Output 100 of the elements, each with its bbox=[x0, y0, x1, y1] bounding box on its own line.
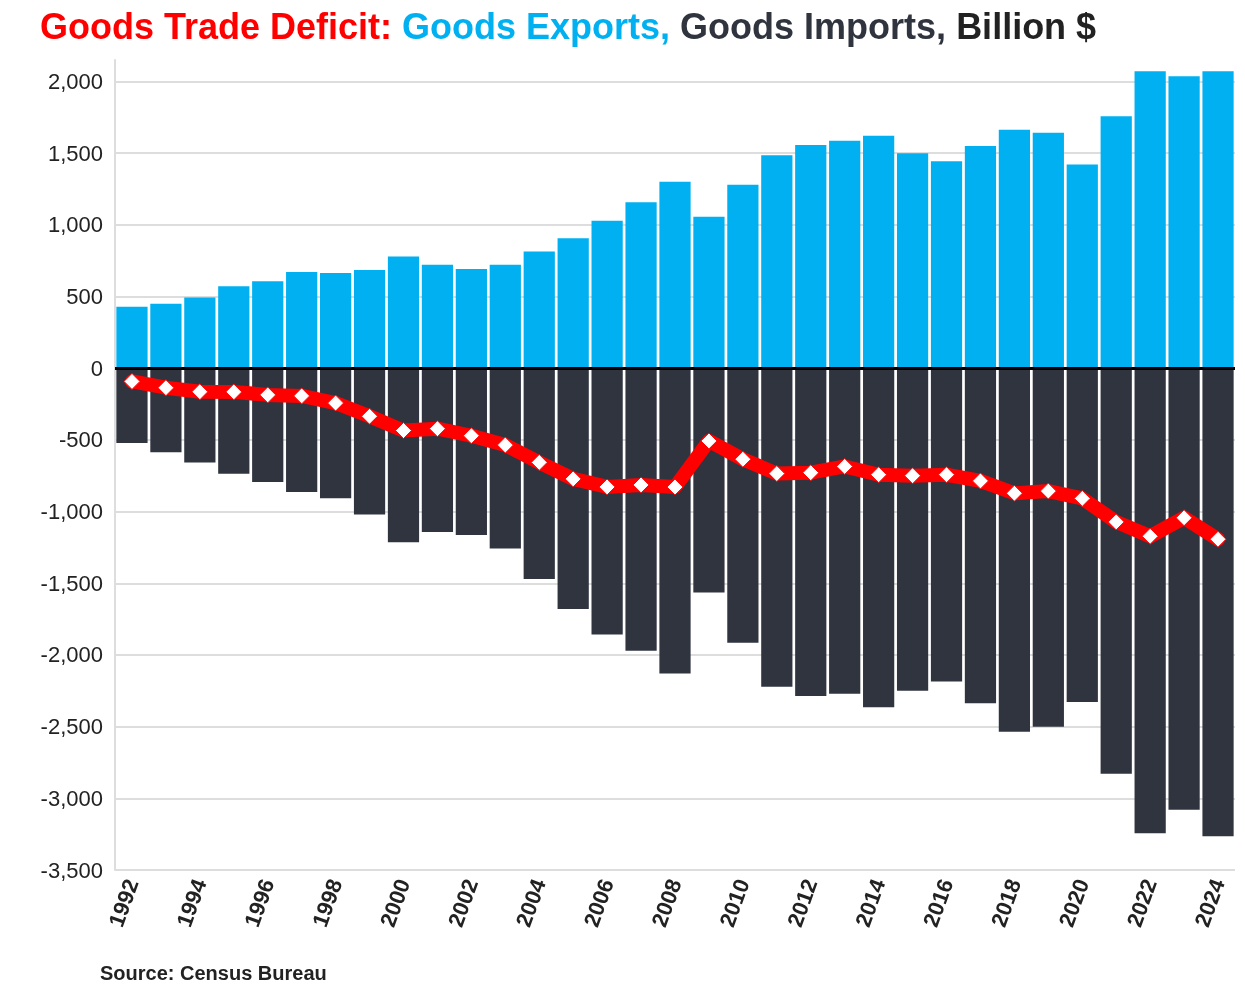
bar bbox=[829, 368, 861, 694]
bar bbox=[1032, 132, 1064, 369]
x-tick-label: 2006 bbox=[578, 875, 619, 931]
bar bbox=[761, 368, 793, 687]
bar bbox=[1168, 76, 1200, 369]
x-tick-label: 2008 bbox=[646, 875, 687, 931]
bar bbox=[353, 269, 386, 369]
bar bbox=[1100, 116, 1132, 369]
bar bbox=[693, 216, 725, 369]
source-note: Source: Census Bureau bbox=[100, 962, 327, 985]
bar bbox=[930, 368, 963, 682]
point bbox=[598, 478, 616, 496]
x-tick-label: 2018 bbox=[985, 875, 1027, 931]
point bbox=[123, 372, 141, 390]
bar bbox=[1066, 368, 1098, 703]
bar bbox=[1202, 71, 1234, 369]
bar bbox=[829, 140, 861, 369]
y-tick-label: 1,500 bbox=[47, 140, 103, 166]
bar bbox=[693, 368, 725, 593]
point bbox=[394, 422, 412, 440]
point bbox=[666, 478, 684, 496]
x-tick-label: 2010 bbox=[714, 875, 755, 931]
text: Goods Trade Deficit: bbox=[40, 6, 394, 47]
point bbox=[428, 420, 446, 438]
bar bbox=[863, 368, 895, 708]
bar bbox=[625, 202, 657, 369]
x-tick-label: 2020 bbox=[1053, 875, 1095, 931]
point bbox=[293, 387, 311, 405]
x-tick-label: 2024 bbox=[1189, 875, 1231, 931]
x-tick-label: 1996 bbox=[239, 875, 280, 931]
bar bbox=[421, 368, 454, 533]
bar bbox=[1134, 368, 1166, 834]
x-tick-label: 2016 bbox=[918, 875, 959, 931]
bar bbox=[964, 146, 997, 369]
point bbox=[734, 450, 752, 468]
bar bbox=[659, 181, 691, 369]
bar bbox=[523, 251, 555, 369]
y-tick-label: 0 bbox=[90, 355, 103, 381]
x-tick-label: 2004 bbox=[510, 875, 552, 931]
point bbox=[1073, 489, 1091, 507]
point bbox=[327, 394, 345, 412]
bar bbox=[218, 286, 250, 369]
x-tick-label: 1998 bbox=[307, 875, 348, 931]
y-tick-label: -1,500 bbox=[40, 570, 103, 596]
bar bbox=[896, 153, 929, 369]
point bbox=[530, 453, 548, 471]
bar bbox=[591, 220, 623, 369]
point bbox=[259, 386, 277, 404]
x-tick-label: 2000 bbox=[375, 875, 416, 931]
text: Goods Imports, bbox=[680, 6, 948, 47]
point bbox=[1107, 513, 1125, 531]
bar bbox=[387, 368, 420, 543]
bar bbox=[455, 268, 487, 369]
x-tick-label: 1994 bbox=[171, 875, 212, 931]
bar bbox=[557, 238, 589, 369]
bar bbox=[252, 281, 284, 369]
bar bbox=[1066, 164, 1098, 369]
bar bbox=[998, 129, 1031, 369]
point bbox=[1005, 484, 1023, 502]
bar bbox=[455, 368, 487, 536]
point bbox=[904, 467, 922, 485]
text: Goods Exports, bbox=[402, 6, 672, 47]
point bbox=[870, 466, 888, 484]
x-tick-label: 2012 bbox=[782, 875, 823, 931]
bar bbox=[727, 368, 759, 643]
y-tick-label: -1,000 bbox=[40, 499, 103, 525]
bar bbox=[523, 368, 555, 580]
point bbox=[225, 383, 243, 401]
bar bbox=[930, 161, 963, 369]
chart-title: Billion $ bbox=[956, 6, 1097, 47]
bar bbox=[489, 368, 521, 549]
point bbox=[1209, 530, 1227, 548]
bar bbox=[489, 264, 521, 369]
y-tick-label: 500 bbox=[66, 284, 103, 310]
bar bbox=[1100, 368, 1132, 774]
bar bbox=[1032, 368, 1064, 727]
point bbox=[496, 436, 514, 454]
point bbox=[564, 470, 582, 488]
bar bbox=[150, 303, 182, 369]
y-tick-label: -2,000 bbox=[40, 642, 103, 668]
point bbox=[971, 472, 989, 490]
bar bbox=[286, 272, 318, 369]
y-tick-label: 1,000 bbox=[47, 212, 103, 238]
x-tick-label: 2002 bbox=[442, 875, 484, 931]
bar bbox=[116, 306, 148, 369]
x-tick-label: 2014 bbox=[850, 875, 891, 931]
bar bbox=[795, 368, 827, 696]
point bbox=[938, 466, 956, 484]
point bbox=[1141, 527, 1159, 545]
x-tick-label: 2022 bbox=[1121, 875, 1162, 931]
point bbox=[836, 457, 854, 475]
bar bbox=[863, 135, 895, 369]
point bbox=[802, 464, 820, 482]
point bbox=[1175, 509, 1193, 527]
bar bbox=[387, 256, 420, 369]
bar bbox=[625, 368, 657, 651]
bar bbox=[421, 264, 454, 369]
x-tick-label: 1992 bbox=[103, 875, 144, 931]
y-tick-label: -3,500 bbox=[40, 857, 103, 883]
bar bbox=[896, 368, 929, 691]
